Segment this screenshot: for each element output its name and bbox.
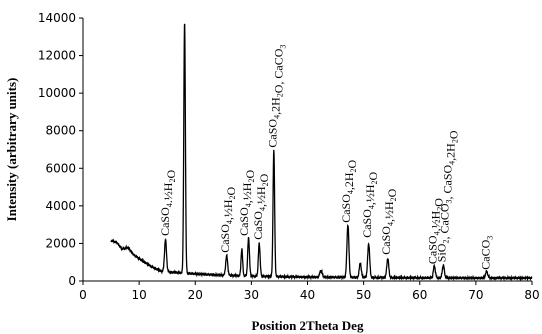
peak-annotation-text: CaSO4,½H2O bbox=[379, 188, 399, 254]
y-tick-label: 6000 bbox=[45, 161, 76, 175]
peak-annotation-text: CaSO4,½H2O bbox=[426, 198, 446, 264]
peak-annotation: CaSO4,½H2O bbox=[379, 188, 399, 254]
x-tick-label: 30 bbox=[244, 288, 259, 302]
peak-annotation-text: CaSO4,½H2O bbox=[218, 186, 238, 252]
peak-annotation-text: CaCO3 bbox=[478, 236, 494, 270]
axes bbox=[79, 17, 533, 285]
tick-labels: 0 10 20 30 40 50 60 70 80 0 2000 4000 6000 8000 10000 1… bbox=[38, 11, 540, 302]
peak-annotation: CaCO3 bbox=[478, 236, 494, 270]
y-tick-label: 4000 bbox=[45, 199, 76, 213]
peak-annotation: CaSO4.½H2O bbox=[158, 170, 178, 236]
y-tick-label: 12000 bbox=[38, 49, 76, 63]
y-tick-label: 14000 bbox=[38, 11, 76, 25]
peak-annotation: CaSO4,½H2O bbox=[218, 186, 238, 252]
x-axis-title: Position 2Theta Deg bbox=[252, 318, 364, 333]
y-tick-label: 10000 bbox=[38, 86, 76, 100]
peak-annotation-text: SiO2, CaCO3, CaSO4,2H2O bbox=[435, 130, 461, 262]
x-tick-label: 20 bbox=[188, 288, 203, 302]
x-tick-label: 0 bbox=[79, 288, 87, 302]
peak-annotation: CaSO4,½H2O bbox=[360, 171, 380, 237]
peak-annotations: CaSO4.½H2OCaSO4,½H2OCaSO4,½H2OCaSO4,½H2O… bbox=[158, 45, 494, 270]
xrd-pattern-line bbox=[110, 23, 533, 282]
peak-annotation-text: CaSO4,½H2O bbox=[237, 170, 257, 236]
y-tick-label: 0 bbox=[68, 274, 76, 288]
peak-annotation-text: CaSO4,2H2O, CaCO3 bbox=[266, 45, 288, 148]
peak-annotation: CaSO4,½H2O bbox=[426, 198, 446, 264]
x-tick-label: 50 bbox=[356, 288, 371, 302]
y-tick-label: 2000 bbox=[45, 236, 76, 250]
peak-annotation-text: CaSO4,2H2O bbox=[339, 159, 359, 222]
plot-area bbox=[110, 23, 533, 282]
x-tick-label: 10 bbox=[131, 288, 146, 302]
x-tick-label: 40 bbox=[300, 288, 315, 302]
peak-annotation: SiO2, CaCO3, CaSO4,2H2O bbox=[435, 130, 461, 262]
peak-annotation: CaSO4,2H2O bbox=[339, 159, 359, 222]
peak-annotation: CaSO4,½H2O bbox=[251, 173, 271, 239]
x-tick-label: 70 bbox=[468, 288, 483, 302]
y-tick-label: 8000 bbox=[45, 124, 76, 138]
y-axis-title: Intensity (arbitrary units) bbox=[4, 78, 19, 222]
x-tick-label: 60 bbox=[412, 288, 427, 302]
peak-annotation-text: CaSO4.½H2O bbox=[158, 170, 178, 236]
x-tick-label: 80 bbox=[524, 288, 539, 302]
peak-annotation-text: CaSO4,½H2O bbox=[251, 173, 271, 239]
peak-annotation-text: CaSO4,½H2O bbox=[360, 171, 380, 237]
peak-annotation: CaSO4,2H2O, CaCO3 bbox=[266, 45, 288, 148]
peak-annotation: CaSO4,½H2O bbox=[237, 170, 257, 236]
